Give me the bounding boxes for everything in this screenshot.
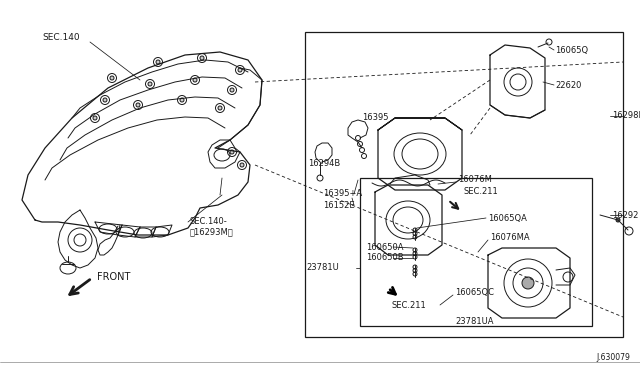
Text: J.630079: J.630079 (596, 353, 630, 362)
Text: 23781U: 23781U (306, 263, 339, 273)
Circle shape (218, 106, 222, 110)
Text: SEC.140-: SEC.140- (190, 218, 228, 227)
Text: 16294B: 16294B (308, 158, 340, 167)
Circle shape (110, 76, 114, 80)
Circle shape (136, 103, 140, 107)
Bar (305, 32, 623, 337)
Text: 16065QA: 16065QA (488, 214, 527, 222)
Circle shape (148, 82, 152, 86)
Text: SEC.211: SEC.211 (464, 186, 499, 196)
Circle shape (522, 277, 534, 289)
Text: SEC.140: SEC.140 (42, 33, 79, 42)
Text: 16065QC: 16065QC (455, 289, 494, 298)
Bar (360, 178, 592, 326)
Circle shape (238, 68, 242, 72)
Text: 23781UA: 23781UA (455, 317, 493, 327)
Text: 16395+A: 16395+A (323, 189, 362, 199)
Circle shape (156, 60, 160, 64)
Circle shape (200, 56, 204, 60)
Text: FRONT: FRONT (97, 272, 131, 282)
Text: 16076MA: 16076MA (490, 234, 530, 243)
Text: 160650B: 160650B (366, 253, 404, 263)
Text: 16298M: 16298M (612, 112, 640, 121)
Text: 160650A: 160650A (366, 243, 403, 251)
Circle shape (616, 218, 620, 222)
Circle shape (240, 163, 244, 167)
Text: 、16293M】: 、16293M】 (190, 228, 234, 237)
Circle shape (230, 88, 234, 92)
Text: 22620: 22620 (555, 80, 581, 90)
Text: 16152E: 16152E (323, 201, 355, 209)
Circle shape (103, 98, 107, 102)
Circle shape (93, 116, 97, 120)
Circle shape (193, 78, 197, 82)
Circle shape (230, 150, 234, 154)
Circle shape (180, 98, 184, 102)
Text: 16076M: 16076M (458, 176, 492, 185)
Text: 16395: 16395 (362, 112, 388, 122)
Text: 16065Q: 16065Q (555, 45, 588, 55)
Text: 16292: 16292 (612, 211, 638, 219)
Text: SEC.211: SEC.211 (392, 301, 427, 311)
